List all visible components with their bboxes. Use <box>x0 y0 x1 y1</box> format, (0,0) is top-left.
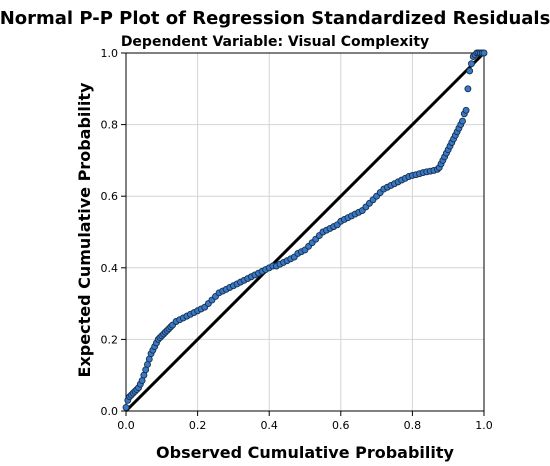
data-point <box>459 117 466 125</box>
x-axis-label: Observed Cumulative Probability <box>156 443 455 462</box>
reference-line <box>124 51 486 413</box>
x-tick-label: 1.0 <box>475 419 493 432</box>
data-point <box>462 106 470 114</box>
x-tick-label: 0.4 <box>260 419 278 432</box>
x-tick-label: 0.6 <box>332 419 350 432</box>
y-tick-label: 1.0 <box>101 47 119 60</box>
y-tick-label: 0.6 <box>101 190 119 203</box>
y-tick-label: 0.8 <box>101 119 119 132</box>
plot-frame <box>125 52 485 412</box>
data-point <box>468 60 475 68</box>
gridlines <box>126 53 484 411</box>
data-points <box>122 49 488 411</box>
y-axis-label: Expected Cumulative Probability <box>75 82 94 377</box>
x-tick-label: 0.0 <box>117 419 135 432</box>
chart-subtitle: Dependent Variable: Visual Complexity <box>121 34 429 50</box>
chart-title: Normal P-P Plot of Regression Standardiz… <box>0 8 550 29</box>
data-point <box>466 67 474 75</box>
x-axis-ticks: 0.0 0.2 0.4 0.6 0.8 1.0 <box>117 411 493 432</box>
data-point <box>122 403 130 411</box>
x-tick-label: 0.8 <box>404 419 422 432</box>
y-axis-ticks: 0.0 0.2 0.4 0.6 0.8 1.0 <box>101 47 126 418</box>
y-tick-label: 0.2 <box>101 333 119 346</box>
x-tick-label: 0.2 <box>189 419 207 432</box>
y-tick-label: 0.0 <box>101 405 119 418</box>
data-point <box>464 85 472 93</box>
data-point <box>480 49 488 57</box>
y-tick-label: 0.4 <box>101 262 119 275</box>
